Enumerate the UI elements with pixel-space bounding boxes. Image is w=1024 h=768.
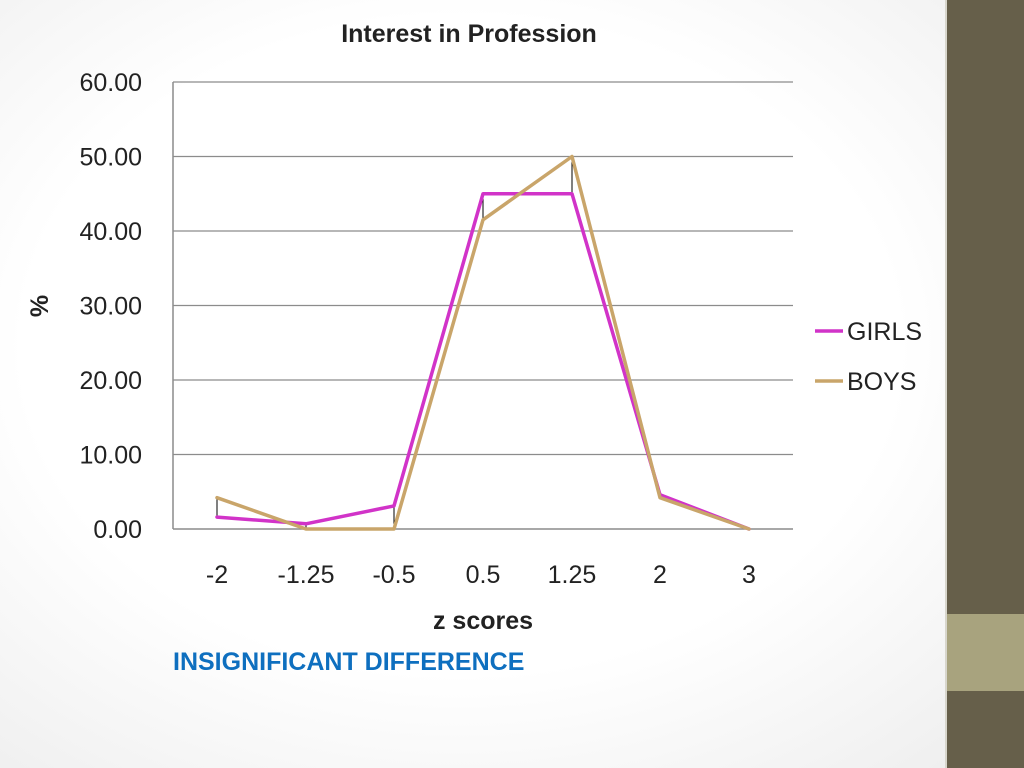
legend-label: BOYS	[847, 368, 916, 396]
gridlines	[173, 81, 793, 456]
axes	[172, 82, 793, 530]
x-tick-label: 1.25	[548, 561, 597, 589]
x-axis-label: z scores	[433, 607, 533, 635]
x-tick-label: -0.5	[372, 561, 415, 589]
side-bar-divider	[945, 0, 947, 768]
y-tick-label: 60.00	[79, 69, 142, 97]
series-lines	[215, 154, 751, 531]
x-tick-label: -1.25	[278, 561, 335, 589]
x-tick-label: -2	[206, 561, 228, 589]
y-tick-label: 0.00	[93, 516, 142, 544]
y-tick-label: 10.00	[79, 442, 142, 470]
y-tick-label: 30.00	[79, 293, 142, 321]
series-line-boys	[215, 154, 751, 531]
drop-lines	[216, 156, 661, 529]
y-tick-label: 50.00	[79, 144, 142, 172]
caption: INSIGNIFICANT DIFFERENCE	[173, 648, 525, 676]
y-axis-label: %	[26, 295, 54, 317]
x-tick-label: 3	[742, 561, 756, 589]
side-bar-accent	[947, 614, 1024, 691]
chart-title: Interest in Profession	[341, 20, 597, 48]
y-tick-label: 20.00	[79, 367, 142, 395]
series-line-girls	[215, 192, 751, 531]
x-tick-label: 0.5	[466, 561, 501, 589]
legend-label: GIRLS	[847, 318, 922, 346]
y-tick-labels: 60.00 50.00 40.00 30.00 20.00 10.00 0.00	[79, 69, 142, 544]
x-tick-labels: -2 -1.25 -0.5 0.5 1.25 2 3	[206, 561, 756, 589]
x-tick-label: 2	[653, 561, 667, 589]
y-tick-label: 40.00	[79, 218, 142, 246]
legend: GIRLS BOYS	[815, 318, 922, 396]
